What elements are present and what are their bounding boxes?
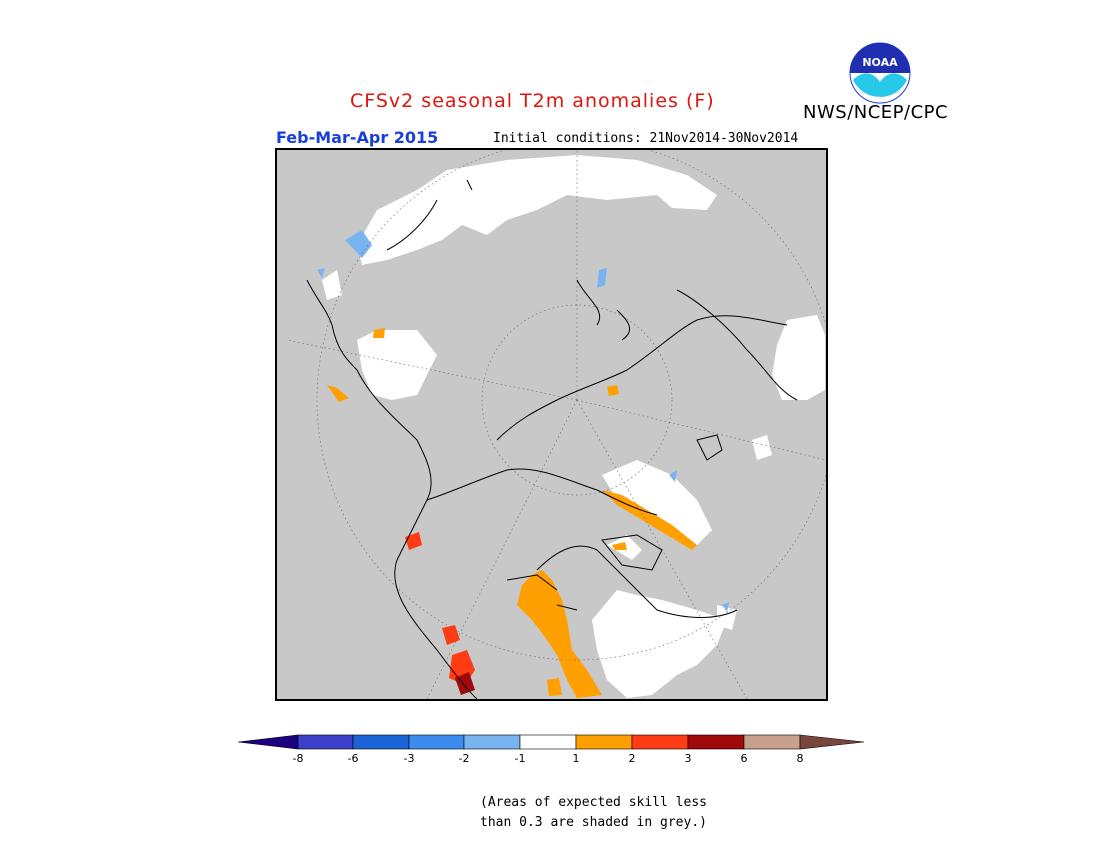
legend-swatch <box>297 734 354 750</box>
legend-tick: -8 <box>292 752 304 765</box>
skill-note-line2: than 0.3 are shaded in grey.) <box>480 815 707 830</box>
noaa-logo: NOAA <box>849 42 911 104</box>
legend-swatch-above-max <box>799 734 864 750</box>
legend-tick: -3 <box>403 752 415 765</box>
noaa-logo-text: NOAA <box>862 56 898 69</box>
color-legend <box>238 734 864 750</box>
legend-swatch-below-min <box>238 734 299 750</box>
skill-note-line1: (Areas of expected skill less <box>480 795 707 810</box>
initial-conditions: Initial conditions: 21Nov2014-30Nov2014 <box>493 131 799 146</box>
legend-swatch <box>631 734 689 750</box>
legend-tick: 8 <box>796 752 804 765</box>
org-label: NWS/NCEP/CPC <box>803 102 949 123</box>
legend-tick: -6 <box>347 752 359 765</box>
legend-swatch <box>743 734 801 750</box>
legend-swatch <box>463 734 521 750</box>
polar-map <box>275 148 828 701</box>
legend-swatch <box>519 734 577 750</box>
polar-map-svg <box>286 150 826 699</box>
legend-tick: 2 <box>628 752 636 765</box>
legend-tick: -2 <box>458 752 470 765</box>
legend-tick: 3 <box>684 752 692 765</box>
legend-tick: -1 <box>514 752 526 765</box>
legend-tick: 1 <box>572 752 580 765</box>
legend-swatch <box>408 734 465 750</box>
coastlines <box>306 179 798 699</box>
legend-swatch <box>575 734 633 750</box>
legend-tick: 6 <box>740 752 748 765</box>
chart-title: CFSv2 seasonal T2m anomalies (F) <box>350 90 715 112</box>
legend-swatch <box>352 734 410 750</box>
cool-anomaly-regions <box>317 230 729 612</box>
skill-note: (Areas of expected skill less than 0.3 a… <box>480 793 707 833</box>
legend-swatch <box>687 734 745 750</box>
hot-anomaly-regions <box>405 532 475 685</box>
near-normal-regions <box>322 155 825 698</box>
extreme-anomaly-regions <box>455 672 475 695</box>
warm-anomaly-regions <box>327 328 697 698</box>
forecast-period: Feb-Mar-Apr 2015 <box>276 128 439 147</box>
